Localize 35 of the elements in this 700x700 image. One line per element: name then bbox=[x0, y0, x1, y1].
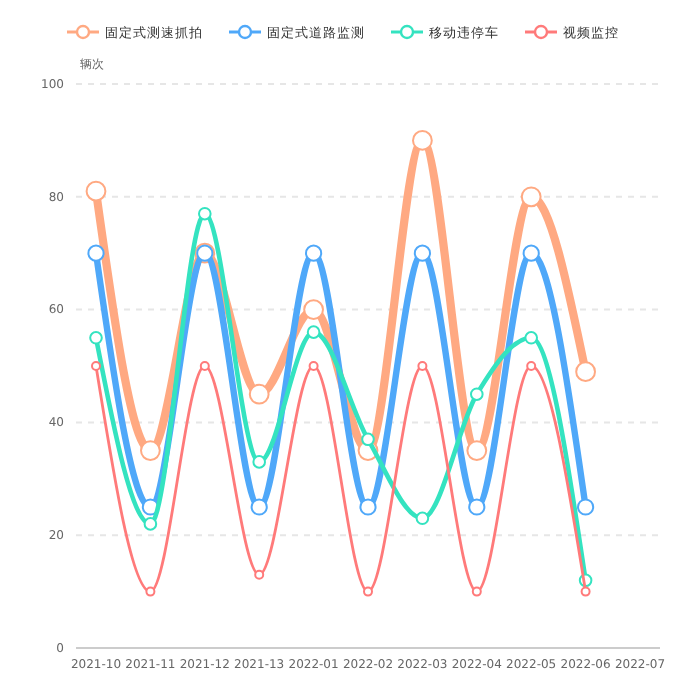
point bbox=[466, 440, 488, 461]
point bbox=[87, 244, 105, 262]
point bbox=[199, 361, 210, 371]
point bbox=[306, 325, 321, 339]
point bbox=[524, 331, 538, 345]
point bbox=[303, 299, 324, 320]
point bbox=[577, 498, 595, 516]
point bbox=[575, 361, 596, 383]
point bbox=[250, 498, 268, 516]
point bbox=[363, 586, 373, 597]
point bbox=[526, 361, 537, 371]
point bbox=[520, 186, 542, 208]
point bbox=[145, 586, 156, 597]
point bbox=[248, 383, 270, 405]
point bbox=[417, 361, 428, 371]
point bbox=[415, 511, 430, 526]
point bbox=[413, 244, 431, 262]
point bbox=[85, 180, 107, 202]
point bbox=[471, 586, 482, 597]
point bbox=[308, 361, 319, 371]
point bbox=[305, 244, 323, 262]
point bbox=[470, 387, 484, 401]
point bbox=[140, 440, 161, 461]
point bbox=[143, 517, 158, 531]
point bbox=[468, 498, 486, 516]
point bbox=[580, 586, 591, 597]
point bbox=[252, 455, 266, 469]
point bbox=[359, 498, 377, 516]
point bbox=[89, 331, 103, 345]
point bbox=[522, 244, 540, 262]
point bbox=[412, 130, 433, 151]
point bbox=[361, 432, 375, 447]
point bbox=[91, 361, 101, 371]
point bbox=[198, 206, 212, 221]
point bbox=[254, 569, 265, 580]
